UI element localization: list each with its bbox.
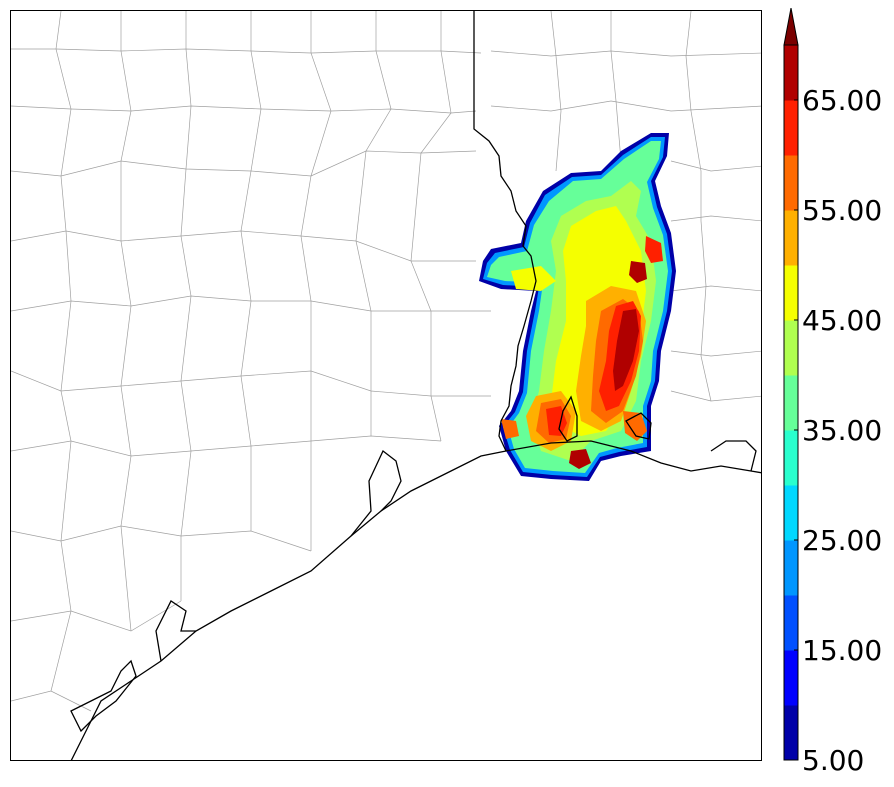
colorbar-tick-label: 25.00 [802,524,882,557]
colorbar-segment [784,155,798,211]
contour-55c [623,411,647,441]
colorbar-tick-label: 55.00 [802,194,882,227]
colorbar-segment [784,705,798,761]
colorbar-segment [784,45,798,101]
island-outline [70,659,137,733]
coast-inlet [710,440,757,472]
colorbar-segment [784,210,798,266]
colorbar-tick-label: 45.00 [802,304,882,337]
coastline-east [505,440,761,474]
contour-60b [546,406,567,436]
contour-65-a [613,309,639,391]
colorbar-segment [784,320,798,376]
coastline [70,450,507,760]
precipitation-field [479,133,676,481]
contour-55d [501,419,519,439]
state-border [473,11,537,452]
colorbar-svg: 5.00 15.00 25.00 35.00 45.00 55.00 65.00 [783,7,882,777]
contour-65-c [569,449,591,469]
colorbar-segment [784,485,798,541]
colorbar-segment [784,375,798,431]
colorbar-extend-triangle [783,7,799,46]
colorbar-segment [784,650,798,706]
lake-outline-2 [625,412,652,440]
colorbar-segment [784,265,798,321]
colorbar-segment [784,540,798,596]
county-boundaries [11,11,761,712]
colorbar-tick-label: 5.00 [802,744,864,777]
contour-45b [511,266,556,291]
colorbar-segment [784,595,798,651]
colorbar-tick-label: 15.00 [802,634,882,667]
colorbar-tick-label: 35.00 [802,414,882,447]
colorbar-segment [784,430,798,486]
map-panel [10,10,762,761]
contour-65-b [629,261,647,283]
colorbar: 5.00 15.00 25.00 35.00 45.00 55.00 65.00 [780,7,894,783]
map-canvas [11,11,761,760]
colorbar-segment [784,100,798,156]
bay-outline-2 [155,600,196,662]
bay-outline [350,449,402,537]
colorbar-tick-label: 65.00 [802,84,882,117]
lake-outline [558,395,578,442]
coastline-and-borders [70,11,761,760]
contour-60c [645,236,663,263]
colorbar-border [783,44,799,761]
